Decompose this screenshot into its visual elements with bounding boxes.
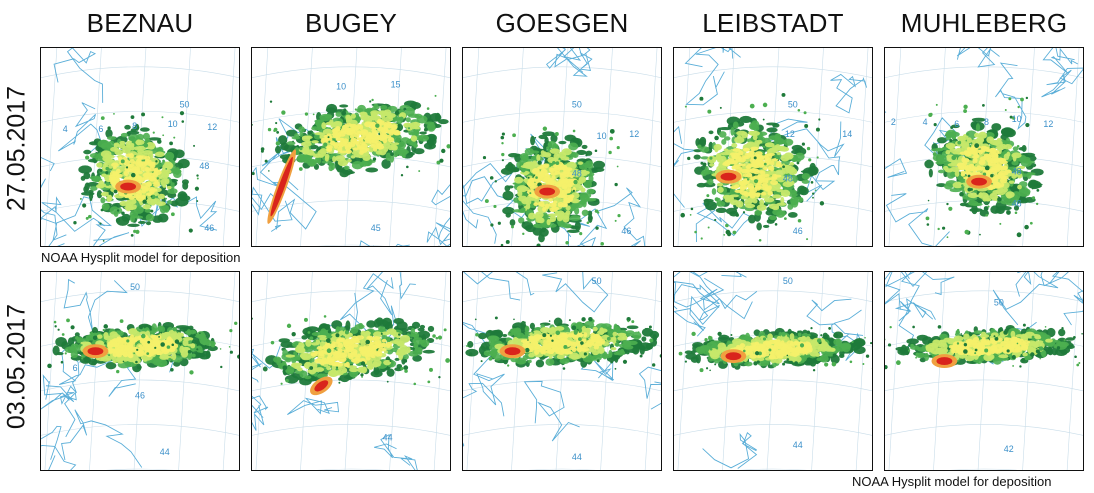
coordinate-label: 15 [391, 80, 401, 90]
deposition-plume [252, 94, 450, 224]
column-title-leibstadt: LEIBSTADT [702, 8, 844, 38]
coordinate-label: 50 [180, 99, 190, 109]
coordinate-label: 48 [1012, 167, 1022, 177]
map-panel: 2 4 6 8 10 12 48 46 [884, 47, 1084, 247]
map-panel: 50 12 14 48 46 [673, 47, 873, 247]
coordinate-label: 50 [592, 276, 602, 286]
map-svg: 50 12 14 48 46 [674, 48, 872, 246]
map-svg: 50 6 46 44 [41, 272, 239, 470]
map-svg: 50 44 [674, 272, 872, 470]
coordinate-label: 6 [73, 363, 78, 373]
coordinate-label: 12 [785, 129, 795, 139]
graticule [674, 272, 872, 470]
coordinate-label: 10 [336, 82, 346, 92]
coordinate-label: 10 [597, 131, 607, 141]
coordinate-label: 50 [572, 99, 582, 109]
map-panel: 50 42 [884, 271, 1084, 471]
deposition-plume [924, 96, 1044, 239]
column-title-beznau: BEZNAU [86, 8, 194, 38]
coordinate-label: 50 [130, 282, 140, 292]
coordinate-label: 44 [793, 440, 803, 450]
graticule [41, 272, 239, 470]
coordinate-label: 44 [572, 452, 582, 462]
graticule [463, 272, 661, 470]
map-svg: 50 10 12 48 46 [463, 48, 661, 246]
coordinate-label: 48 [783, 174, 793, 184]
coordinate-label: 10 [168, 119, 178, 129]
deposition-plume [465, 316, 661, 370]
coordinate-label: 6 [98, 124, 103, 134]
map-panel: 50 6 46 44 [40, 271, 240, 471]
map-panel: 50 10 12 48 46 [462, 47, 662, 247]
map-svg: 10 15 45 [252, 48, 450, 246]
coordinate-label: 46 [621, 226, 631, 236]
country-borders [674, 48, 867, 243]
country-borders [41, 278, 177, 470]
coordinate-label: 12 [629, 129, 639, 139]
map-panel: 44 [251, 271, 451, 471]
coordinate-label: 6 [954, 119, 959, 129]
coordinate-label: 4 [923, 117, 928, 127]
country-borders [885, 48, 1083, 246]
map-svg: 50 42 [885, 272, 1083, 470]
map-panel: 50 44 [673, 271, 873, 471]
coordinate-label: 12 [1043, 119, 1053, 129]
coordinate-label: 46 [135, 391, 145, 401]
row-date-top: 27.05.2017 [2, 85, 31, 212]
deposition-plume [482, 126, 621, 246]
deposition-plume [680, 92, 825, 242]
coordinate-label: 10 [1012, 114, 1022, 124]
coordinate-label: 50 [994, 298, 1004, 308]
map-svg: 44 [252, 272, 450, 470]
deposition-plume [678, 327, 872, 373]
coordinate-label: 50 [783, 276, 793, 286]
column-title-bugey: BUGEY [304, 8, 398, 38]
coordinate-label: 50 [788, 99, 798, 109]
deposition-plume [252, 315, 450, 396]
coordinate-label: 44 [383, 432, 393, 442]
coordinate-label: 45 [371, 223, 381, 233]
coordinate-label: 12 [207, 122, 217, 132]
graticule [885, 272, 1083, 470]
coordinate-label: 48 [572, 169, 582, 179]
coordinate-label: 14 [842, 129, 852, 139]
deposition-plume [885, 323, 1083, 370]
coordinate-label: 46 [793, 226, 803, 236]
caption-top: NOAA Hysplit model for deposition [41, 250, 241, 265]
coordinate-label: 4 [63, 124, 68, 134]
column-title-muhleberg: MUHLEBERG [900, 8, 1068, 38]
map-panel: 50 44 [462, 271, 662, 471]
column-title-goesgen: GOESGEN [495, 8, 629, 38]
coordinate-label: 42 [1004, 444, 1014, 454]
map-panel: 10 15 45 [251, 47, 451, 247]
map-panel: 4 6 8 10 12 48 50 46 [40, 47, 240, 247]
deposition-plume [73, 111, 200, 242]
coordinate-label: 8 [132, 121, 137, 131]
coordinate-label: 2 [891, 117, 896, 127]
deposition-plume [47, 318, 239, 375]
coordinate-label: 46 [204, 223, 214, 233]
map-svg: 50 44 [463, 272, 661, 470]
coordinate-label: 46 [1012, 198, 1022, 208]
coordinate-label: 44 [160, 447, 170, 457]
coordinate-label: 8 [984, 117, 989, 127]
caption-bottom: NOAA Hysplit model for deposition [852, 474, 1052, 489]
coordinate-label: 48 [199, 161, 209, 171]
row-date-bottom: 03.05.2017 [2, 303, 31, 430]
